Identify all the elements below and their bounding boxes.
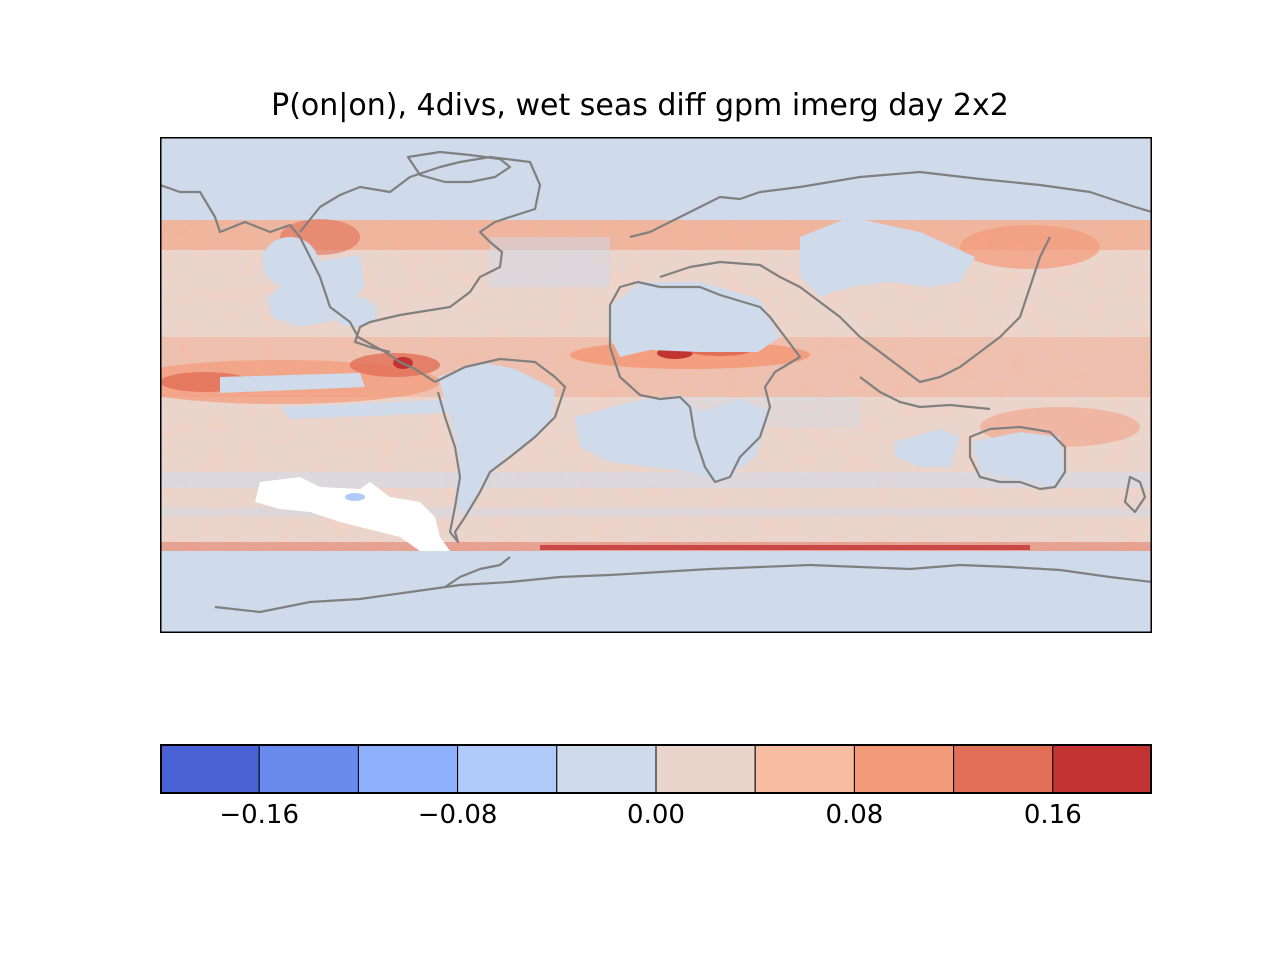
colorbar-segment <box>556 744 657 794</box>
colorbar-segment <box>953 744 1054 794</box>
colorbar-segment <box>258 744 359 794</box>
negative-patch <box>255 477 450 551</box>
map-frame <box>160 137 1152 633</box>
colorbar-tick-label: −0.08 <box>417 800 498 830</box>
colorbar-frame <box>160 744 1152 794</box>
land-masks <box>220 217 1065 517</box>
coastlines <box>160 150 1152 614</box>
colorbar-segment <box>160 744 260 794</box>
colorbar <box>160 744 1152 794</box>
figure-title: P(on|on), 4divs, wet seas diff gpm imerg… <box>271 88 1009 123</box>
colorbar-tick-label: 0.16 <box>1023 800 1082 830</box>
colorbar-tick-label: 0.00 <box>627 800 685 830</box>
colorbar-segment <box>457 744 558 794</box>
colorbar-segment <box>1052 744 1152 794</box>
colorbar-tick-label: 0.08 <box>825 800 884 830</box>
colorbar-segment <box>357 744 459 794</box>
colorbar-segment <box>655 744 756 794</box>
colorbar-tick-label: −0.16 <box>219 800 300 830</box>
map-panel <box>160 137 1152 633</box>
colorbar-segment <box>754 744 855 794</box>
colorbar-segment <box>853 744 955 794</box>
